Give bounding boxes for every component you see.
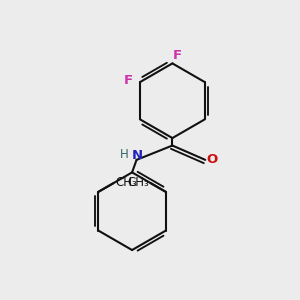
Text: CH₃: CH₃ — [115, 176, 137, 189]
Text: F: F — [172, 49, 182, 62]
Text: N: N — [132, 149, 143, 162]
Text: H: H — [120, 148, 128, 161]
Text: CH₃: CH₃ — [128, 176, 149, 189]
Text: F: F — [124, 74, 133, 87]
Text: O: O — [206, 153, 218, 166]
